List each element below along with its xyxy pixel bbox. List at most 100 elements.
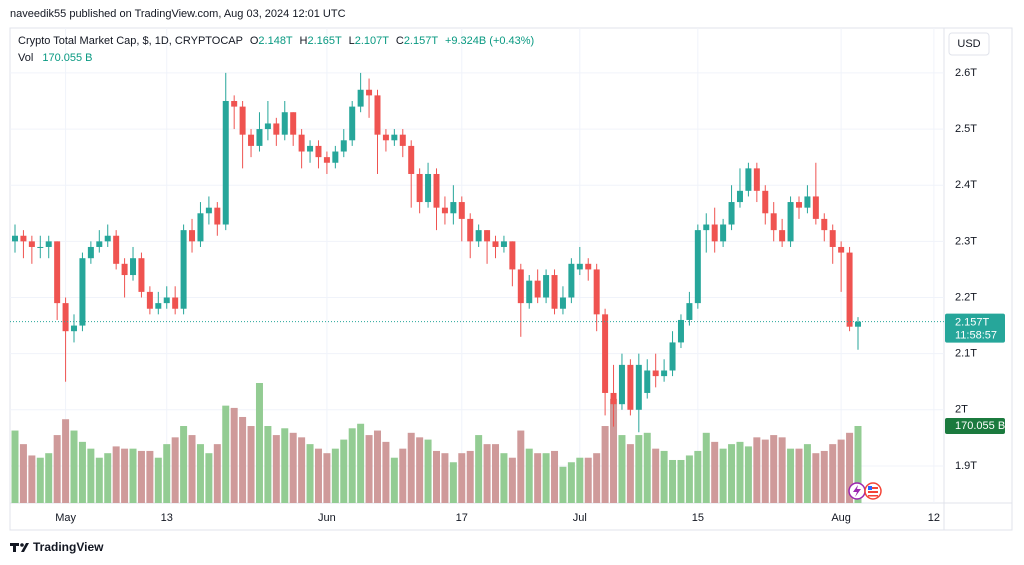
volume-bar	[803, 444, 811, 503]
volume-bar	[618, 435, 626, 503]
candle-body	[669, 342, 676, 371]
volume-bar	[753, 437, 761, 503]
chart-frame	[9, 27, 1013, 531]
volume-bar	[778, 437, 786, 503]
candle-body	[87, 246, 94, 259]
candle-body	[551, 275, 558, 309]
volume-legend-name: Vol	[18, 52, 33, 64]
volume-bar	[829, 444, 837, 503]
currency-label[interactable]: USD	[957, 38, 980, 50]
candle-body	[113, 235, 120, 264]
volume-bar	[390, 457, 398, 503]
candle-body	[28, 241, 35, 247]
volume-bar	[846, 432, 854, 503]
x-tick-label: 13	[161, 512, 173, 524]
candle-body	[349, 106, 356, 141]
candle-body	[54, 241, 61, 304]
volume-bar	[812, 453, 820, 503]
y-tick-label: 2.5T	[955, 123, 977, 135]
y-tick-label: 2.2T	[955, 291, 977, 303]
volume-bar	[180, 426, 188, 503]
candle-body	[846, 252, 853, 327]
candle-body	[340, 140, 347, 152]
x-tick-label: 15	[692, 512, 704, 524]
candle-body	[500, 241, 507, 247]
volume-bar	[298, 437, 306, 503]
volume-bar	[365, 435, 373, 503]
volume-bar	[416, 437, 424, 503]
y-tick-label: 2.1T	[955, 348, 977, 360]
volume-bar	[205, 453, 213, 503]
candle-body	[146, 291, 153, 309]
legend-line: Crypto Total Market Cap, $, 1D, CRYPTOCA…	[18, 35, 534, 47]
candle-body	[163, 297, 170, 304]
volume-bar	[36, 457, 44, 503]
candle-body	[526, 280, 533, 304]
candle-body	[450, 202, 457, 214]
candle-body	[770, 213, 777, 231]
volume-bar	[449, 462, 457, 503]
volume-tag	[945, 417, 1005, 434]
volume-bar	[95, 457, 103, 503]
volume-bar	[323, 453, 331, 503]
volume-bar	[567, 462, 575, 503]
volume-bar	[508, 457, 516, 503]
volume-bar	[610, 398, 618, 503]
candle-body	[441, 207, 448, 214]
volume-bar	[500, 453, 508, 503]
footer-brand: TradingView	[33, 540, 104, 554]
candle-body	[838, 246, 845, 253]
candle-body	[484, 230, 491, 242]
candle-body	[762, 190, 769, 214]
candle-body	[745, 168, 752, 191]
legend-key: H	[300, 35, 308, 47]
volume-legend: Vol 170.055 B	[18, 52, 93, 64]
candle-body	[79, 258, 86, 326]
legend-close: 2.157T	[404, 35, 439, 47]
volume-bar	[770, 435, 778, 503]
legend-open: 2.148T	[258, 35, 293, 47]
volume-bar	[28, 455, 36, 503]
volume-legend-value: 170.055 B	[42, 52, 92, 64]
volume-bar	[441, 453, 449, 503]
candle-body	[686, 303, 693, 320]
candle-body	[399, 134, 406, 146]
x-tick-label: Jun	[318, 512, 336, 524]
volume-bar	[534, 453, 542, 503]
candle-body	[12, 235, 18, 242]
volume-bar	[255, 383, 263, 503]
candle-body	[509, 241, 516, 270]
candle-body	[593, 269, 600, 315]
volume-bar	[340, 439, 348, 503]
candle-body	[374, 95, 381, 135]
currency-button[interactable]	[948, 32, 990, 56]
volume-bar	[163, 444, 171, 503]
y-tick-label: 2.3T	[955, 235, 977, 247]
candle-body	[323, 157, 330, 163]
volume-bar	[685, 455, 693, 503]
candle-body	[172, 297, 179, 309]
candle-body	[694, 230, 701, 304]
event-icons[interactable]	[848, 482, 882, 500]
candle-body	[298, 134, 305, 152]
volume-bar	[584, 457, 592, 503]
volume-bar	[188, 435, 196, 503]
volume-bar	[171, 437, 179, 503]
y-tick-label: 2.6T	[955, 67, 977, 79]
candle-body	[661, 370, 668, 377]
volume-bar	[87, 448, 95, 503]
volume-bar	[475, 435, 483, 503]
candle-body	[71, 325, 78, 332]
x-tick-label: Aug	[831, 512, 851, 524]
candle-body	[458, 202, 465, 219]
candle-body	[829, 230, 836, 247]
y-tick-label: 1.9T	[955, 460, 977, 472]
volume-bar	[357, 423, 365, 503]
volume-bar	[711, 441, 719, 503]
candle-body	[45, 241, 52, 247]
volume-bar	[795, 448, 803, 503]
candle-body	[189, 230, 196, 242]
volume-bar	[239, 416, 247, 503]
volume-bar	[736, 441, 744, 503]
